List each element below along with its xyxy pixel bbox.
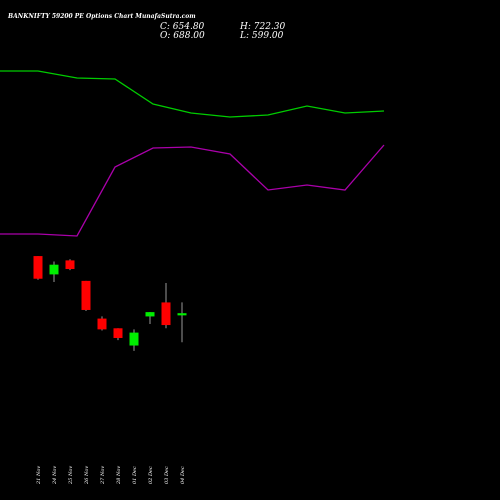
x-tick-label: 27 Nov xyxy=(100,466,106,485)
x-tick-label: 04 Dec xyxy=(180,466,186,484)
candle-up xyxy=(177,313,187,316)
candle-down xyxy=(81,280,91,310)
x-tick-label: 26 Nov xyxy=(84,466,90,485)
indicator-line-magenta xyxy=(0,144,385,237)
candle-down xyxy=(33,256,43,279)
x-tick-label: 03 Dec xyxy=(164,466,170,484)
candles-group xyxy=(33,256,187,351)
candle-down xyxy=(65,260,75,270)
x-tick-label: 25 Nov xyxy=(68,466,74,485)
x-tick-label: 21 Nov xyxy=(36,466,42,485)
indicator-line-green xyxy=(0,70,385,118)
x-tick-label: 28 Nov xyxy=(116,466,122,485)
chart-title: BANKNIFTY 59200 PE Options Chart MunafaS… xyxy=(7,13,196,20)
candle-up xyxy=(49,264,59,275)
x-tick-label: 24 Nov xyxy=(52,466,58,485)
candle-down xyxy=(113,328,123,338)
high-readout: H: 722.30 xyxy=(239,22,286,32)
x-tick-label: 02 Dec xyxy=(148,466,154,484)
candle-up xyxy=(129,332,139,346)
indicator-lines xyxy=(0,70,385,237)
open-readout: O: 688.00 xyxy=(160,31,205,41)
close-readout: C: 654.80 xyxy=(160,22,205,32)
low-readout: L: 599.00 xyxy=(239,31,284,41)
candle-up xyxy=(145,312,155,317)
candle-down xyxy=(161,302,171,326)
x-axis-ticks: 21 Nov 24 Nov 25 Nov 26 Nov 27 Nov 28 Nov 01 D… xyxy=(36,466,186,485)
candle-down xyxy=(97,318,107,330)
x-tick-label: 01 Dec xyxy=(132,466,138,484)
